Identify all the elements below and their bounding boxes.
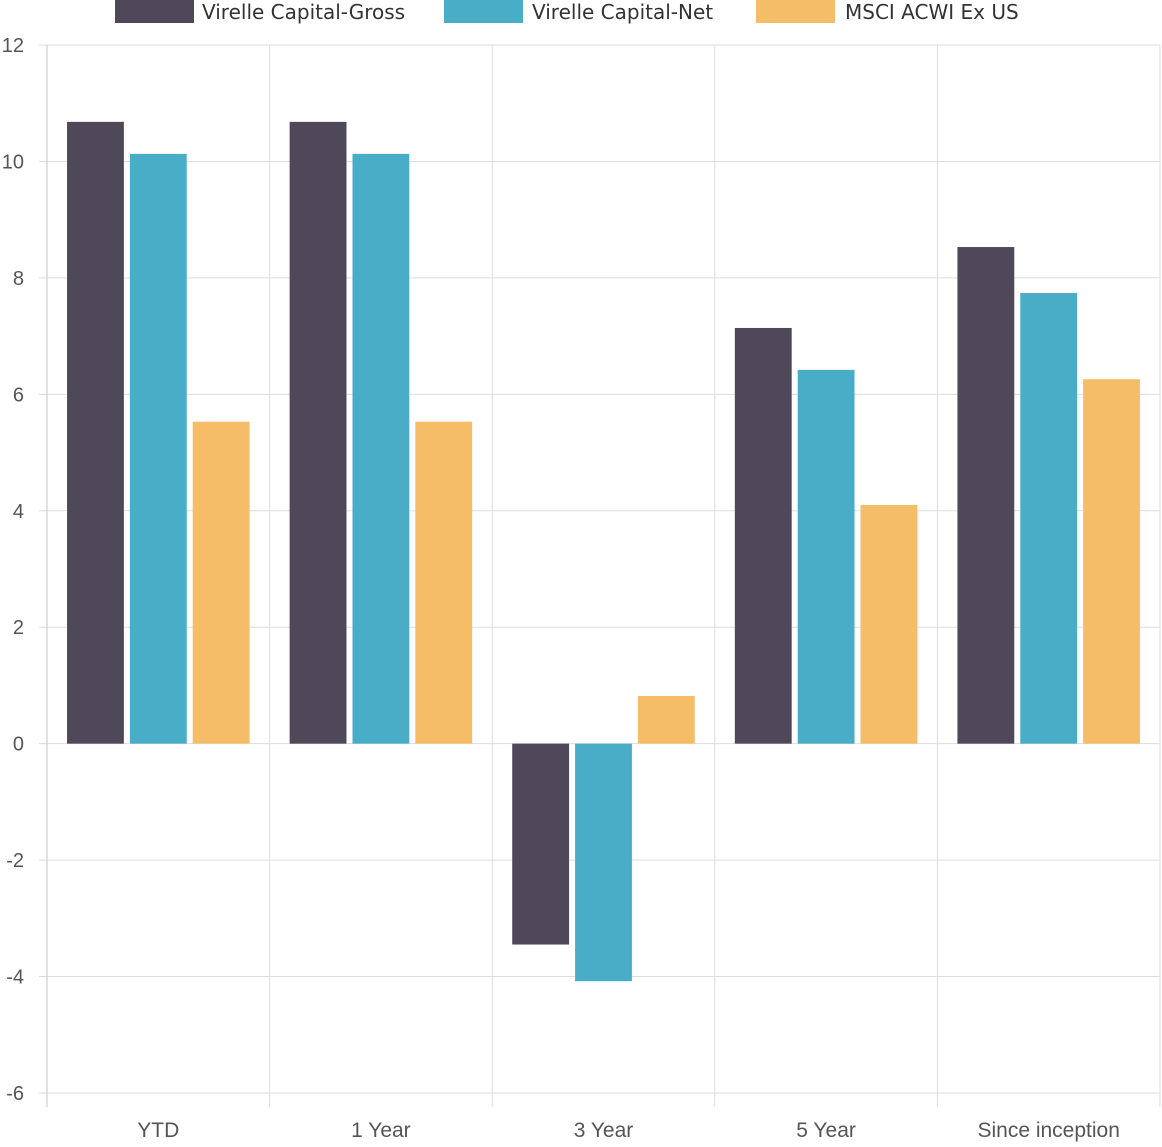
bar-3-3-year[interactable] (637, 695, 695, 744)
bar-2-3-year[interactable] (575, 743, 632, 982)
legend-swatch (444, 0, 523, 23)
bar-1-since-inception[interactable] (957, 247, 1015, 744)
y-tick-label: 8 (13, 268, 24, 290)
legend-label: Virelle Capital-Gross (202, 0, 405, 24)
x-tick-label: Since inception (977, 1119, 1119, 1142)
legend[interactable]: Virelle Capital-Gross Virelle Capital-Net… (115, 0, 1019, 24)
y-tick-label: 2 (13, 617, 24, 639)
axis-layer: -6 -4 -2 0 2 4 6 8 10 12 YTD 1 Year 3 Year 5 Year Sinc… (2, 35, 1120, 1142)
bar-2-since-inception[interactable] (1020, 293, 1078, 744)
bar-3-5-year[interactable] (860, 504, 918, 744)
bar-2-5-year[interactable] (797, 369, 855, 744)
y-tick-label: 0 (13, 734, 24, 756)
y-tick-label: -4 (6, 967, 24, 989)
legend-item[interactable]: MSCI ACWI Ex US (756, 0, 1019, 24)
x-tick-label: YTD (137, 1119, 179, 1142)
y-tick-label: 4 (13, 501, 24, 523)
y-tick-label: -2 (6, 850, 24, 872)
y-tick-label: -6 (6, 1083, 24, 1105)
bar-1-1-year[interactable] (289, 121, 347, 744)
legend-label: Virelle Capital-Net (532, 0, 713, 24)
y-tick-label: 6 (13, 384, 24, 406)
bar-1-3-year[interactable] (512, 743, 570, 945)
x-tick-label: 5 Year (796, 1119, 856, 1142)
legend-swatch (115, 0, 194, 23)
x-tick-label: 3 Year (574, 1119, 634, 1142)
bar-1-ytd[interactable] (67, 121, 124, 744)
bar-1-5-year[interactable] (734, 327, 792, 744)
y-tick-label: 10 (2, 151, 24, 173)
bars-layer (67, 121, 1140, 982)
legend-swatch (756, 0, 835, 23)
bar-3-1-year[interactable] (415, 421, 473, 744)
legend-item[interactable]: Virelle Capital-Net (444, 0, 713, 24)
legend-item[interactable]: Virelle Capital-Gross (115, 0, 405, 24)
x-tick-label: 1 Year (351, 1119, 411, 1142)
bar-2-ytd[interactable] (129, 153, 187, 744)
bar-2-1-year[interactable] (352, 153, 410, 744)
legend-label: MSCI ACWI Ex US (845, 0, 1019, 24)
y-tick-label: 12 (2, 35, 24, 57)
bar-3-ytd[interactable] (192, 421, 250, 744)
bar-3-since-inception[interactable] (1083, 379, 1140, 744)
